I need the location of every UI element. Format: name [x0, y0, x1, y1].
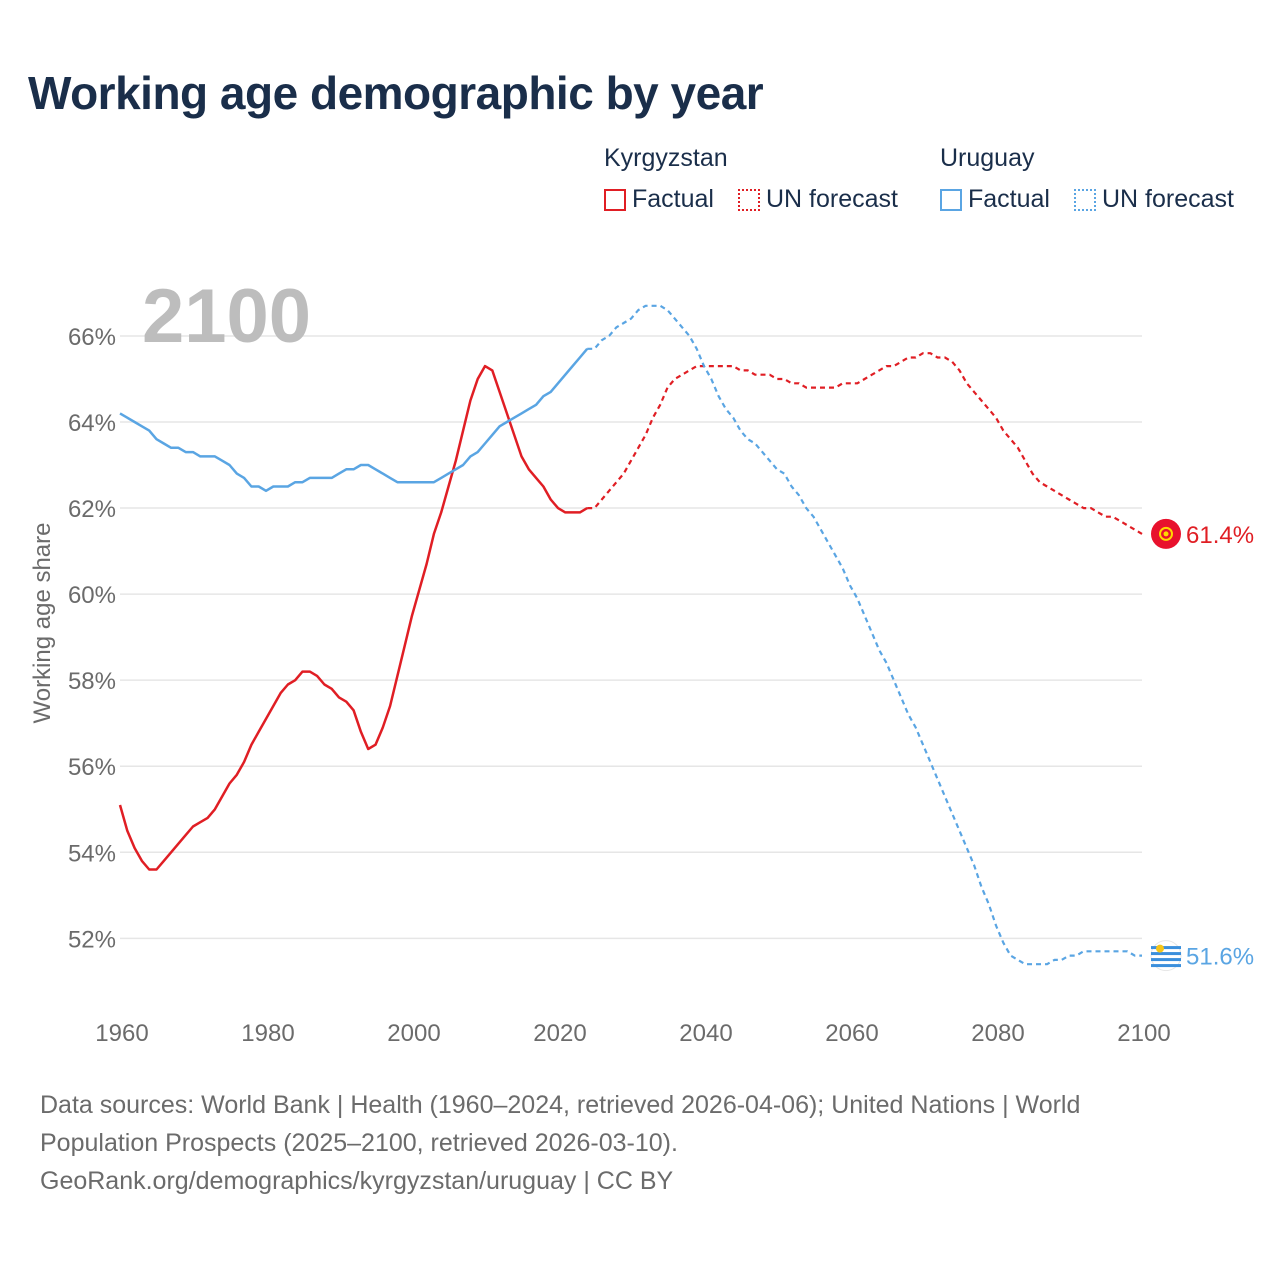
y-axis-label: Working age share — [29, 523, 56, 724]
footer-sources-line2: Population Prospects (2025–2100, retriev… — [40, 1129, 678, 1157]
x-tick-label: 2060 — [825, 1020, 878, 1047]
series-end-markers: 61.4% 51.6% — [1150, 518, 1254, 972]
y-tick-label: 64% — [68, 410, 116, 437]
line-kyrgyzstan-factual[interactable] — [118, 364, 588, 871]
x-tick-label: 2040 — [679, 1020, 732, 1047]
x-tick-label: 1980 — [241, 1020, 294, 1047]
legend-uruguay-forecast[interactable]: UN forecast — [1073, 185, 1234, 214]
chart-title: Working age demographic by year — [28, 67, 764, 119]
y-tick-label: 58% — [68, 668, 116, 695]
legend-uruguay: Uruguay Factual UN forecast — [940, 144, 1248, 214]
legend-uruguay-factual[interactable]: Factual — [940, 185, 1050, 214]
year-watermark: 2100 — [142, 274, 311, 359]
grid-lines — [120, 335, 1142, 940]
y-tick-label: 62% — [68, 496, 116, 523]
legend-kyrgyzstan-forecast[interactable]: UN forecast — [737, 185, 898, 214]
x-tick-label: 2100 — [1117, 1020, 1170, 1047]
line-uruguay-factual[interactable] — [119, 347, 589, 493]
legend-swatch-kyrgyzstan-forecast — [737, 188, 760, 211]
flag-kyrgyzstan-icon — [1151, 518, 1181, 549]
legend-country-kyrgyzstan: Kyrgyzstan — [604, 144, 728, 172]
x-tick-label: 1960 — [95, 1020, 148, 1047]
legend-label-kyrgyzstan-forecast: UN forecast — [765, 185, 898, 213]
y-tick-label: 52% — [68, 926, 116, 953]
y-tick-label: 60% — [68, 582, 116, 609]
y-tick-label: 66% — [68, 324, 116, 351]
legend-swatch-uruguay-factual — [940, 188, 962, 211]
series-lines — [118, 304, 1143, 966]
x-axis-ticks: 1960 1980 2000 2020 2040 2060 2080 2100 — [95, 1020, 1170, 1047]
legend-kyrgyzstan: Kyrgyzstan Factual UN forecast — [604, 144, 912, 214]
y-tick-label: 54% — [68, 840, 116, 867]
legend-kyrgyzstan-factual[interactable]: Factual — [604, 185, 714, 214]
footer-sources-line1: Data sources: World Bank | Health (1960–… — [40, 1091, 1081, 1119]
y-tick-label: 56% — [68, 754, 116, 781]
x-tick-label: 2020 — [533, 1020, 586, 1047]
legend-label-uruguay-forecast: UN forecast — [1101, 185, 1234, 213]
y-axis-ticks: 52% 54% 56% 58% 60% 62% 64% 66% — [68, 324, 116, 953]
legend-country-uruguay: Uruguay — [940, 144, 1035, 172]
legend-swatch-kyrgyzstan-factual — [604, 188, 626, 211]
footer-credit: GeoRank.org/demographics/kyrgyzstan/urug… — [40, 1167, 674, 1195]
x-tick-label: 2000 — [387, 1020, 440, 1047]
line-uruguay-forecast[interactable] — [587, 304, 1142, 966]
flag-uruguay-icon — [1150, 940, 1182, 972]
line-kyrgyzstan-forecast[interactable] — [587, 352, 1143, 535]
legend-label-uruguay-factual: Factual — [968, 185, 1050, 213]
legend-label-kyrgyzstan-factual: Factual — [632, 185, 714, 213]
footer: Data sources: World Bank | Health (1960–… — [40, 1086, 1220, 1200]
x-tick-label: 2080 — [971, 1020, 1024, 1047]
end-label-kyrgyzstan: 61.4% — [1186, 522, 1254, 549]
end-label-uruguay: 51.6% — [1186, 944, 1254, 971]
legend-swatch-uruguay-forecast — [1073, 188, 1096, 211]
